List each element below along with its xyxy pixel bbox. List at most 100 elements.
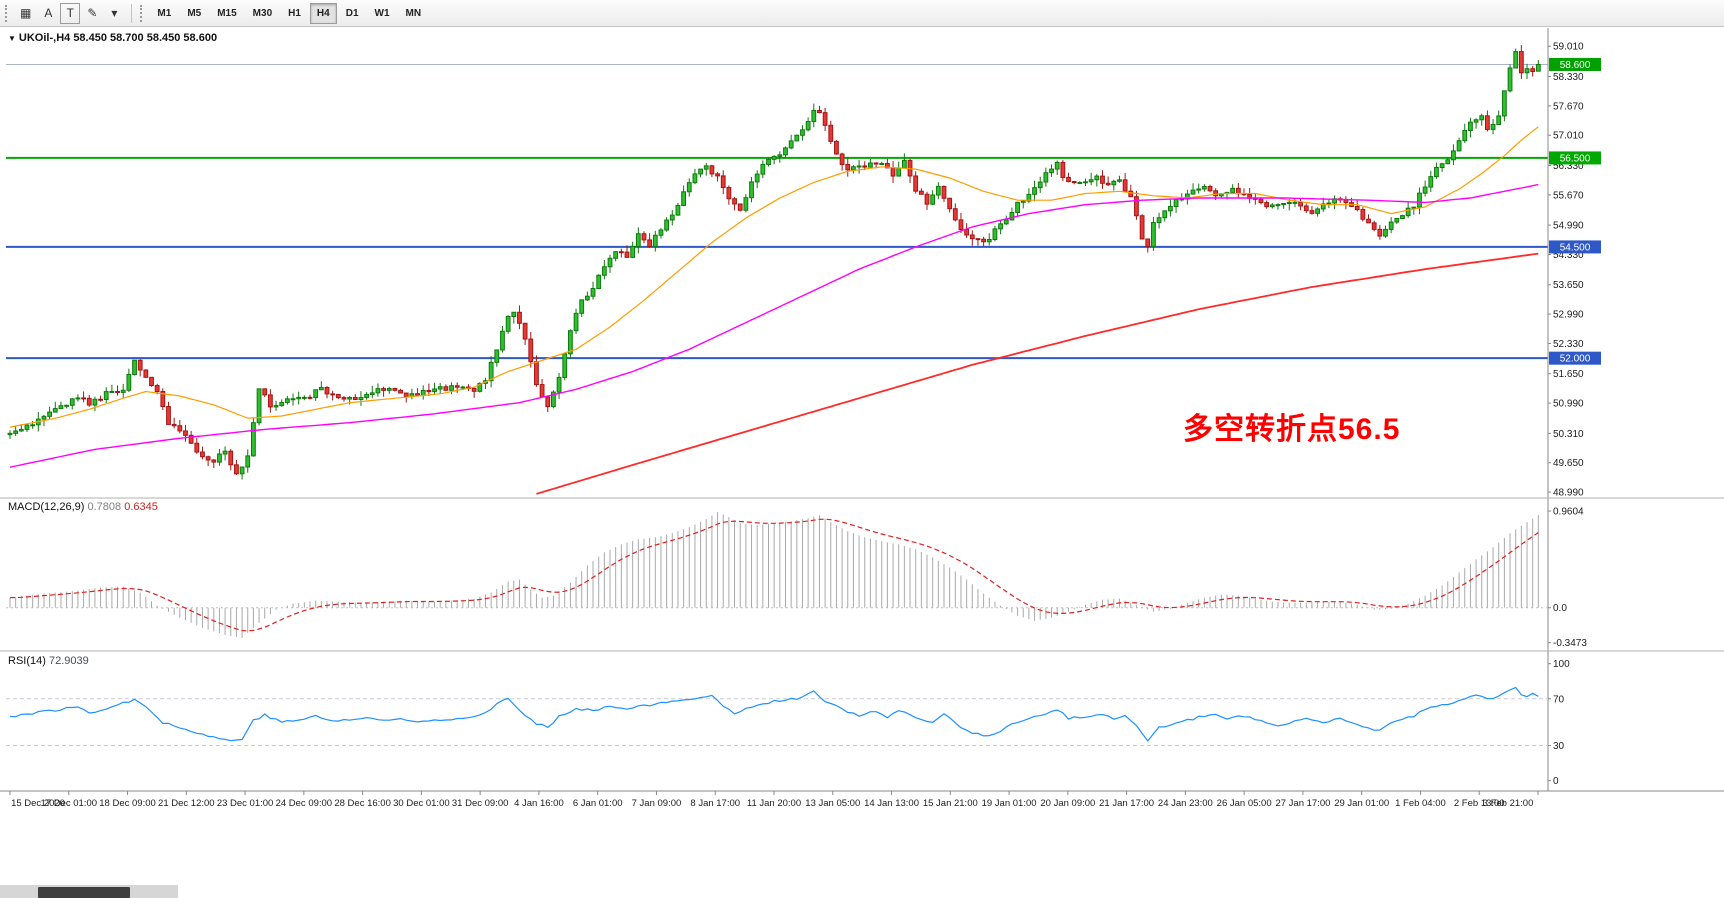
svg-text:31 Dec 09:00: 31 Dec 09:00 [452, 798, 509, 809]
svg-text:48.990: 48.990 [1553, 488, 1584, 499]
symbol-ohlc-label: ▼ UKOil-,H4 58.450 58.700 58.450 58.600 [8, 32, 217, 44]
svg-text:52.990: 52.990 [1553, 310, 1584, 321]
svg-text:58.600: 58.600 [1560, 60, 1591, 71]
toolbar-grip[interactable] [5, 4, 10, 22]
timeframe-button-w1[interactable]: W1 [368, 3, 397, 24]
svg-text:55.670: 55.670 [1553, 190, 1584, 201]
svg-text:1 Feb 04:00: 1 Feb 04:00 [1395, 798, 1446, 809]
timeframe-button-d1[interactable]: D1 [339, 3, 366, 24]
macd-signal-value: 0.6345 [124, 501, 158, 513]
current-price-badge: 58.600 [1549, 57, 1601, 71]
svg-text:24 Dec 09:00: 24 Dec 09:00 [276, 798, 333, 809]
toolbar-icon-group: ▦ A T ✎ ▾ [14, 2, 125, 24]
svg-text:50.310: 50.310 [1553, 429, 1584, 440]
annotation-tool-icon[interactable]: A [44, 6, 53, 20]
svg-text:59.010: 59.010 [1553, 42, 1584, 53]
symbol-ohlc-text: UKOil-,H4 58.450 58.700 58.450 58.600 [18, 32, 218, 44]
candlestick-series[interactable] [7, 45, 1541, 480]
svg-text:58.330: 58.330 [1553, 72, 1584, 83]
draw-tools-icon[interactable]: ✎ [87, 6, 98, 20]
svg-text:57.670: 57.670 [1553, 101, 1584, 112]
svg-text:15 Dec 2020: 15 Dec 2020 [11, 798, 65, 809]
timeframe-button-h4[interactable]: H4 [309, 2, 337, 24]
timeframe-button-m15[interactable]: M15 [210, 3, 243, 24]
svg-text:50.990: 50.990 [1553, 399, 1584, 410]
svg-text:54.330: 54.330 [1553, 250, 1584, 261]
svg-text:54.500: 54.500 [1560, 242, 1591, 253]
macd-main-value: 0.7808 [87, 501, 122, 513]
svg-text:30 Dec 01:00: 30 Dec 01:00 [393, 798, 450, 809]
svg-text:13 Jan 05:00: 13 Jan 05:00 [805, 798, 860, 809]
svg-text:0.9604: 0.9604 [1553, 507, 1584, 518]
text-tool-icon[interactable]: T [60, 2, 81, 24]
svg-text:21 Dec 12:00: 21 Dec 12:00 [158, 798, 215, 809]
svg-text:29 Jan 01:00: 29 Jan 01:00 [1334, 798, 1389, 809]
svg-text:100: 100 [1553, 659, 1570, 670]
svg-text:52.000: 52.000 [1560, 354, 1591, 365]
macd-pane[interactable]: 0.9604 0.0 -0.3473 [6, 507, 1587, 650]
svg-text:52.330: 52.330 [1553, 339, 1584, 350]
chart-annotation: 多空转折点56.5 [1183, 413, 1401, 446]
price-badge-52.000: 52.000 [1549, 351, 1601, 365]
svg-text:7 Jan 09:00: 7 Jan 09:00 [632, 798, 682, 809]
svg-text:28 Dec 16:00: 28 Dec 16:00 [334, 798, 391, 809]
symbol-dropdown-icon[interactable]: ▼ [8, 34, 16, 43]
svg-text:27 Jan 17:00: 27 Jan 17:00 [1275, 798, 1330, 809]
svg-text:56.500: 56.500 [1560, 153, 1591, 164]
svg-text:-0.3473: -0.3473 [1553, 638, 1587, 649]
svg-text:15 Jan 21:00: 15 Jan 21:00 [923, 798, 978, 809]
price-badge-56.500: 56.500 [1549, 151, 1601, 165]
svg-text:26 Jan 05:00: 26 Jan 05:00 [1217, 798, 1272, 809]
svg-text:56.330: 56.330 [1553, 161, 1584, 172]
ma-slow-line [536, 252, 1539, 495]
timeframe-button-h1[interactable]: H1 [281, 3, 308, 24]
svg-text:17 Dec 01:00: 17 Dec 01:00 [41, 798, 98, 809]
timeframe-toolbar-grip[interactable] [140, 4, 145, 22]
svg-text:3 Feb 21:00: 3 Feb 21:00 [1483, 798, 1534, 809]
svg-text:19 Jan 01:00: 19 Jan 01:00 [982, 798, 1037, 809]
rsi-label: RSI(14) 72.9039 [8, 655, 89, 667]
svg-text:4 Jan 16:00: 4 Jan 16:00 [514, 798, 564, 809]
svg-text:30: 30 [1553, 741, 1565, 752]
toolbar-separator [131, 3, 133, 23]
timeframe-button-m30[interactable]: M30 [246, 3, 279, 24]
chart-window-icon[interactable]: ▦ [20, 6, 32, 20]
price-axis: 59.010 58.330 57.670 57.010 56.330 55.670 54.9… [1547, 28, 1584, 791]
rsi-value: 72.9039 [48, 655, 89, 667]
svg-text:8 Jan 17:00: 8 Jan 17:00 [690, 798, 740, 809]
svg-text:6 Jan 01:00: 6 Jan 01:00 [573, 798, 623, 809]
svg-text:0: 0 [1553, 776, 1559, 787]
top-toolbar: ▦ A T ✎ ▾ M1 M5 M15 M30 H1 H4 D1 W1 MN [0, 0, 1724, 27]
macd-histogram [9, 512, 1539, 638]
svg-text:57.010: 57.010 [1553, 131, 1584, 142]
ma-fast-line [9, 126, 1539, 428]
svg-text:54.990: 54.990 [1553, 221, 1584, 232]
macd-label: MACD(12,26,9) 0.7808 0.6345 [8, 501, 158, 513]
svg-text:11 Jan 20:00: 11 Jan 20:00 [747, 798, 801, 809]
timeframe-toolbar: M1 M5 M15 M30 H1 H4 D1 W1 MN [149, 2, 429, 24]
rsi-name: RSI(14) [8, 655, 46, 667]
macd-name: MACD(12,26,9) [8, 501, 85, 513]
svg-text:53.650: 53.650 [1553, 280, 1584, 291]
svg-text:20 Jan 09:00: 20 Jan 09:00 [1040, 798, 1095, 809]
svg-text:21 Jan 17:00: 21 Jan 17:00 [1099, 798, 1154, 809]
timeframe-button-mn[interactable]: MN [399, 3, 429, 24]
svg-text:70: 70 [1553, 694, 1565, 705]
timeframe-button-m1[interactable]: M1 [150, 3, 178, 24]
draw-tools-caret-icon[interactable]: ▾ [111, 6, 118, 20]
svg-text:0.0: 0.0 [1553, 603, 1567, 614]
svg-text:2 Feb 13:00: 2 Feb 13:00 [1454, 798, 1505, 809]
svg-text:18 Dec 09:00: 18 Dec 09:00 [99, 798, 156, 809]
timeframe-button-m5[interactable]: M5 [180, 3, 208, 24]
svg-text:14 Jan 13:00: 14 Jan 13:00 [864, 798, 919, 809]
svg-text:51.650: 51.650 [1553, 369, 1584, 380]
rsi-pane[interactable]: 100 70 30 0 [6, 659, 1570, 787]
svg-text:23 Dec 01:00: 23 Dec 01:00 [217, 798, 274, 809]
taskbar-button-fragment [38, 887, 130, 898]
macd-signal-line [9, 518, 1539, 632]
ma-medium-line [9, 183, 1539, 468]
price-horizontal-lines[interactable] [6, 63, 1548, 360]
svg-text:49.650: 49.650 [1553, 458, 1584, 469]
